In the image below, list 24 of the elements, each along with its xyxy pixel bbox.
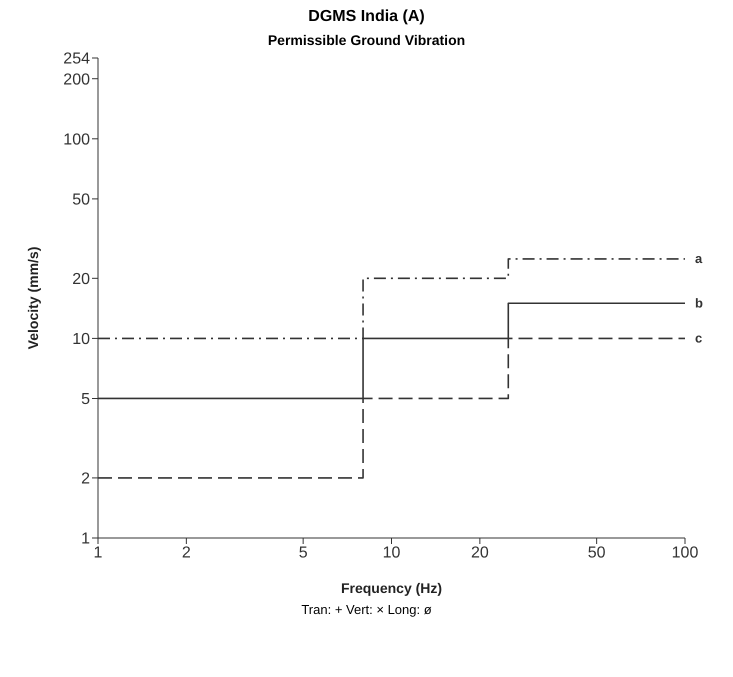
x-tick-label: 50 (588, 544, 606, 562)
x-tick-label: 100 (672, 544, 698, 562)
x-tick-label: 2 (182, 544, 191, 562)
series-label: c (695, 330, 702, 346)
y-tick-label: 10 (72, 331, 90, 348)
y-tick-label: 2 (81, 470, 90, 488)
chart-title: DGMS India (A) (307, 8, 426, 26)
y-tick-label: 200 (63, 71, 90, 88)
y-tick-label: 5 (81, 391, 90, 408)
x-axis-title: Frequency (Hz) (340, 580, 442, 596)
series-label: b (695, 295, 703, 310)
y-axis-title: Velocity (mm/s) (24, 246, 41, 350)
x-tick-label: 1 (94, 544, 103, 562)
y-tick-label: 100 (63, 131, 90, 148)
y-tick-label: 50 (72, 192, 90, 209)
y-tick-label: 1 (81, 530, 90, 548)
chart-subtitle: Permissible Ground Vibration (266, 32, 466, 48)
text: Tran: + Vert: × Long: ø (300, 602, 433, 617)
x-tick-label: 20 (470, 544, 489, 562)
series-label: a (695, 250, 703, 266)
y-tick-label: 254 (63, 50, 90, 68)
y-tick-label: 20 (72, 270, 90, 288)
x-tick-label: 10 (382, 544, 400, 562)
x-tick-label: 5 (298, 544, 308, 562)
